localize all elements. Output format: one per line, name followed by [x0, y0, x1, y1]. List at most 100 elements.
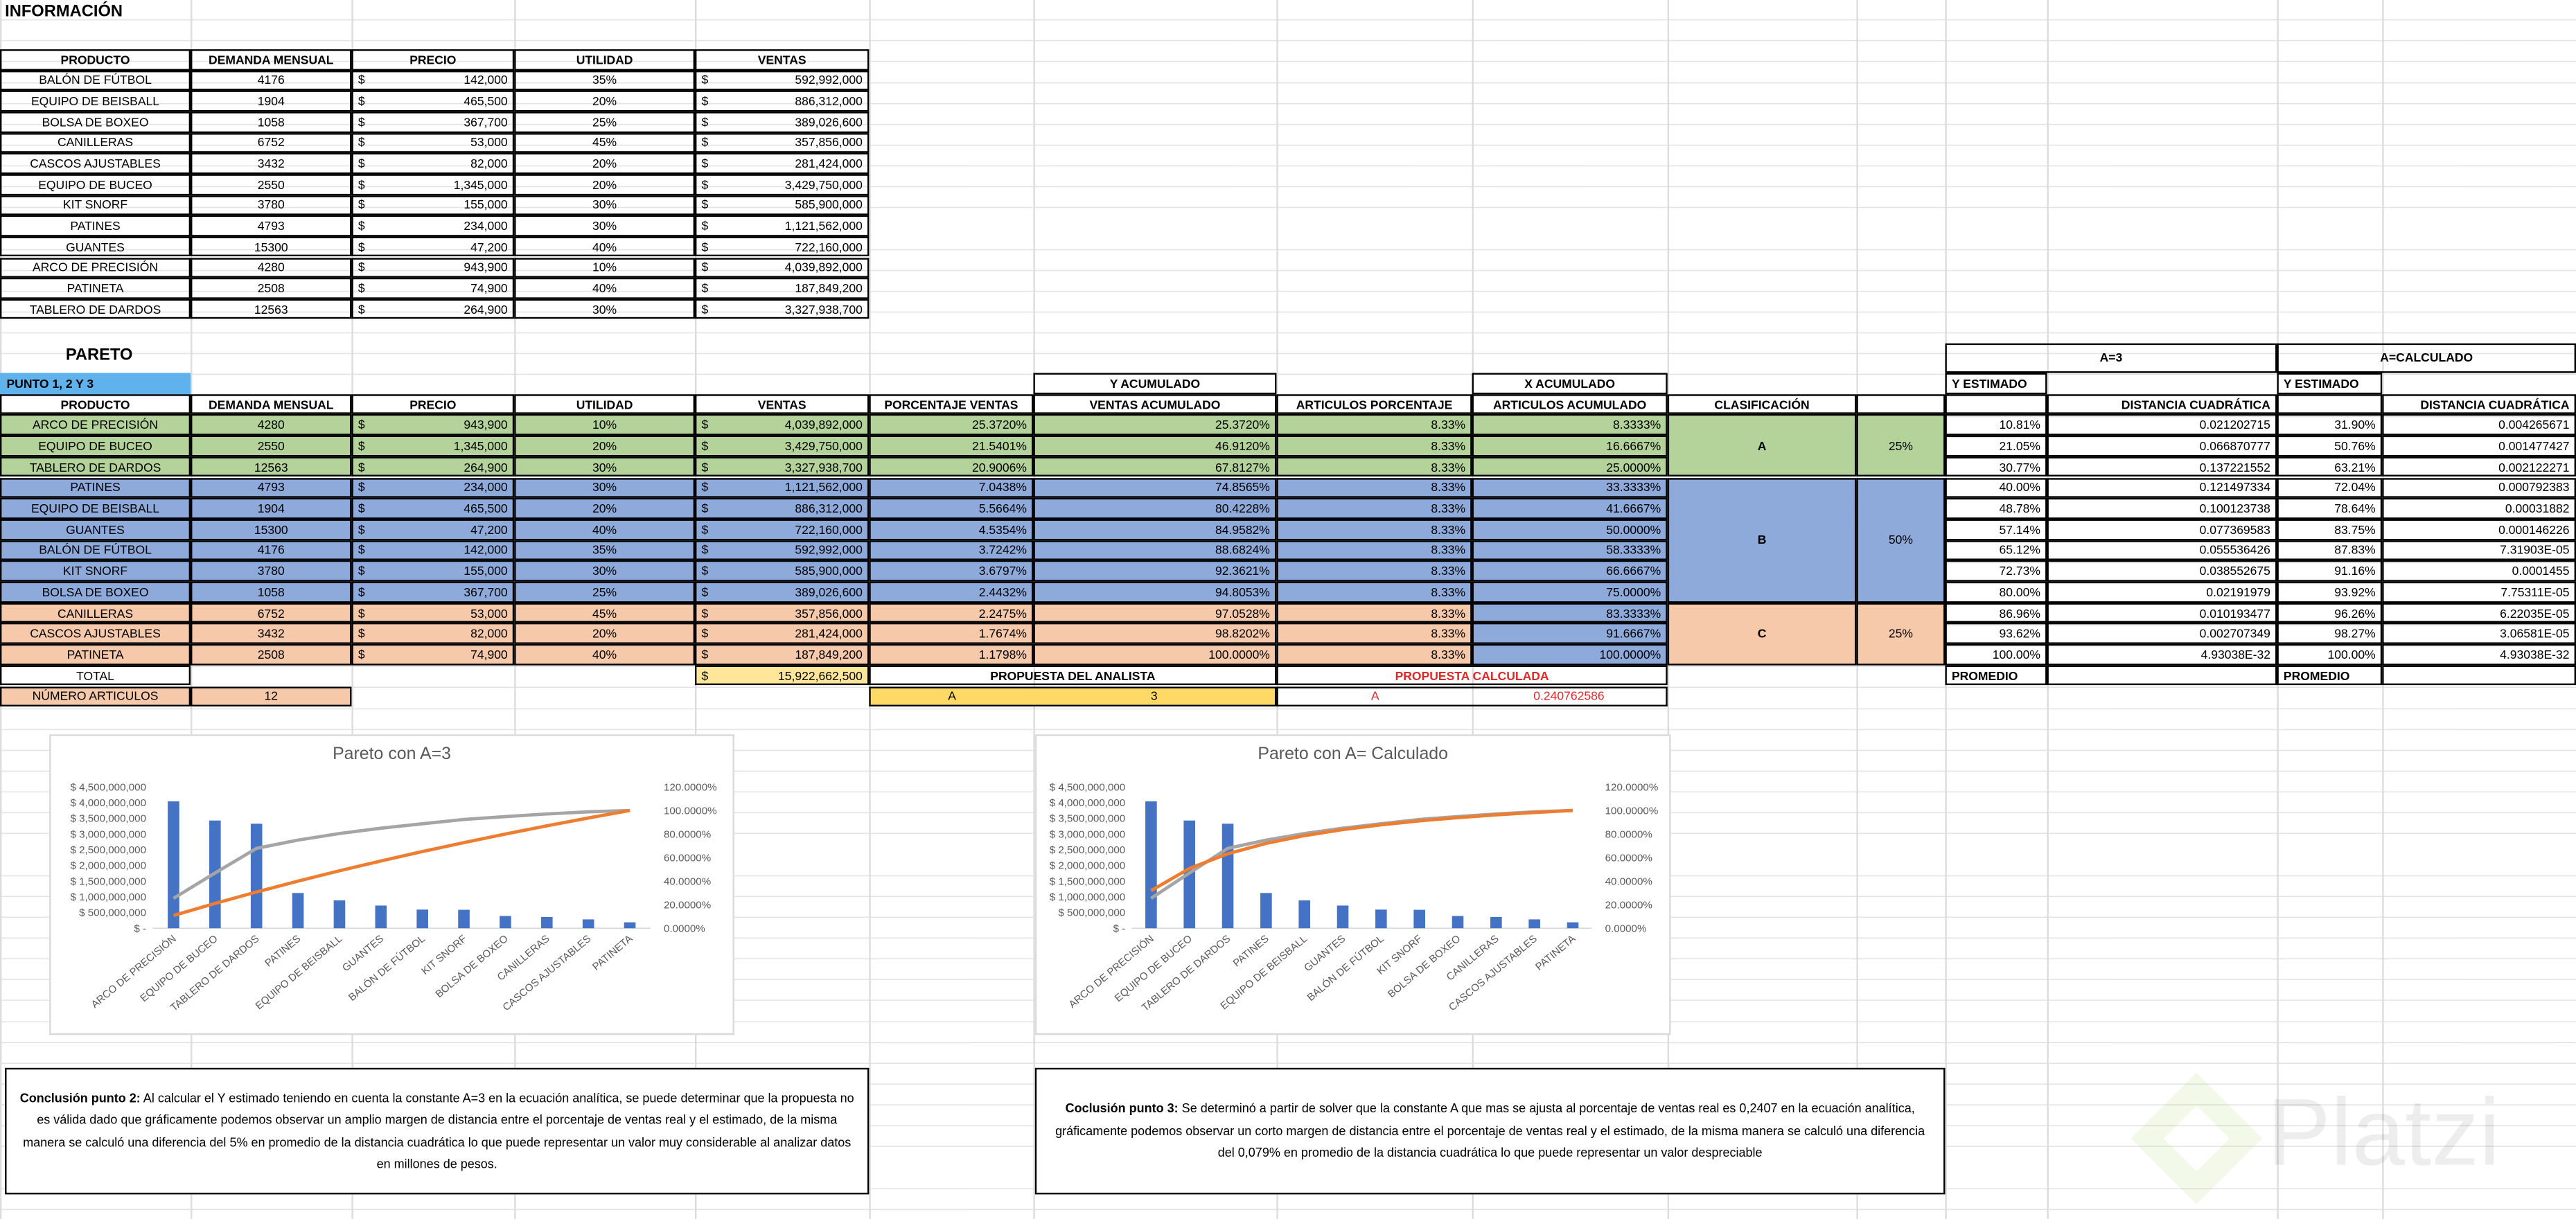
table-cell: PATINETA	[0, 278, 191, 299]
currency-symbol: $	[701, 522, 709, 537]
table-cell: $592,992,000	[695, 70, 870, 91]
cell-value: 155,000	[464, 563, 508, 579]
y-tick-label: $ 2,000,000,000	[1050, 860, 1126, 872]
currency-symbol: $	[358, 501, 365, 516]
table-cell: 6.22035E-05	[2382, 602, 2576, 623]
table-cell: $943,900	[351, 257, 515, 278]
proposal-letter: A	[869, 686, 1034, 707]
table-cell: 92.3621%	[1033, 560, 1277, 582]
table-cell: $3,327,938,700	[695, 456, 870, 478]
y2-tick-label: 80.0000%	[1605, 828, 1652, 840]
bar	[1336, 905, 1349, 929]
table-cell: $357,856,000	[695, 132, 870, 154]
table-cell: $142,000	[351, 70, 515, 91]
table-cell: EQUIPO DE BEISBALL	[0, 498, 191, 519]
table-cell: 0.021202715	[2047, 414, 2277, 436]
table-cell: 2.4432%	[869, 581, 1034, 603]
cell-value: 53,000	[470, 605, 508, 621]
table-cell: 4280	[191, 257, 352, 278]
table-cell: 87.83%	[2277, 540, 2383, 561]
chart-title: Pareto con A= Calculado	[1258, 744, 1448, 763]
table-cell: $585,900,000	[695, 560, 870, 582]
table-cell: $74,900	[351, 644, 515, 666]
bar	[500, 916, 511, 929]
table-cell: 0.02191979	[2047, 581, 2277, 603]
table-cell: 12563	[191, 456, 352, 478]
bar	[333, 900, 346, 929]
class-cell: A	[1667, 414, 1857, 478]
currency-symbol: $	[701, 542, 709, 558]
bar	[1567, 922, 1579, 929]
table-cell: 3432	[191, 623, 352, 644]
table-cell: 15300	[191, 519, 352, 540]
y2-tick-label: 100.0000%	[1605, 805, 1659, 817]
table-cell: 4280	[191, 414, 352, 436]
cell-value: 3,327,938,700	[784, 459, 863, 474]
bar	[458, 909, 470, 929]
y-tick-label: $ 4,000,000,000	[1050, 797, 1126, 809]
table-cell: 35%	[514, 70, 696, 91]
table-cell: 15300	[191, 236, 352, 258]
y-tick-label: $ 4,500,000,000	[70, 781, 146, 793]
header-cell	[2277, 393, 2383, 415]
cell-value: 142,000	[464, 542, 508, 558]
table-cell: CANILLERAS	[0, 132, 191, 154]
y-tick-label: $ -	[1113, 923, 1126, 934]
table-cell: $722,160,000	[695, 519, 870, 540]
y2-tick-label: 60.0000%	[664, 852, 711, 864]
class-share: 25%	[1856, 414, 1946, 478]
conclusion-label: Conclusión punto 2:	[19, 1089, 141, 1105]
table-cell: 4793	[191, 477, 352, 499]
table-cell: GUANTES	[0, 519, 191, 540]
table-cell: 94.8053%	[1033, 581, 1277, 603]
table-cell: $74,900	[351, 278, 515, 299]
table-cell: 0.0001455	[2382, 560, 2576, 582]
x-tick-label: PATINES	[263, 933, 303, 970]
header-cell: ARTICULOS ACUMULADO	[1472, 393, 1668, 415]
bar	[582, 919, 594, 929]
table-cell: 0.000792383	[2382, 477, 2576, 499]
table-cell: 20%	[514, 498, 696, 519]
y-tick-label: $ 500,000,000	[1058, 907, 1125, 919]
table-cell: 98.8202%	[1033, 623, 1277, 644]
count-value: 12	[191, 686, 352, 707]
table-cell: 4.5354%	[869, 519, 1034, 540]
y-tick-label: $ 4,000,000,000	[70, 797, 146, 809]
table-cell: 0.004265671	[2382, 414, 2576, 436]
y2-tick-label: 0.0000%	[1605, 923, 1647, 934]
group-header: A=3	[1945, 342, 2277, 373]
table-cell: 4793	[191, 215, 352, 237]
proposal-label: PROPUESTA CALCULADA	[1276, 665, 1668, 686]
total-value: $15,922,662,500	[695, 665, 870, 686]
cell-value: 585,900,000	[795, 197, 863, 213]
y-tick-label: $ 500,000,000	[79, 907, 146, 919]
table-cell: $886,312,000	[695, 498, 870, 519]
table-cell: 8.3333%	[1472, 414, 1668, 436]
table-cell: 0.001477427	[2382, 435, 2576, 456]
table-cell: $1,345,000	[351, 174, 515, 195]
table-cell: 50.76%	[2277, 435, 2383, 456]
table-cell: 0.010193477	[2047, 602, 2277, 623]
table-cell: $3,327,938,700	[695, 299, 870, 320]
cell-value: 82,000	[470, 156, 508, 171]
group-header: A=CALCULADO	[2277, 342, 2576, 373]
cell-value: 74,900	[470, 647, 508, 662]
table-cell: 65.12%	[1945, 540, 2047, 561]
cell-value: 187,849,200	[795, 647, 863, 662]
bar	[1490, 916, 1502, 929]
table-cell: 10%	[514, 414, 696, 436]
currency-symbol: $	[358, 542, 365, 558]
conclusion-body: Al calcular el Y estimado teniendo en cu…	[23, 1089, 854, 1172]
bar	[1375, 909, 1387, 929]
table-cell: 30%	[514, 215, 696, 237]
table-cell: 80.00%	[1945, 581, 2047, 603]
cell-value: 142,000	[464, 73, 508, 88]
table-cell: 30%	[514, 456, 696, 478]
header-cell: PRODUCTO	[0, 393, 191, 415]
y-tick-label: $ 3,000,000,000	[70, 828, 146, 840]
currency-symbol: $	[701, 438, 709, 454]
section-title: PARETO	[65, 346, 133, 365]
table-cell: 0.137221552	[2047, 456, 2277, 478]
table-cell: 40.00%	[1945, 477, 2047, 499]
table-cell: 3432	[191, 153, 352, 175]
